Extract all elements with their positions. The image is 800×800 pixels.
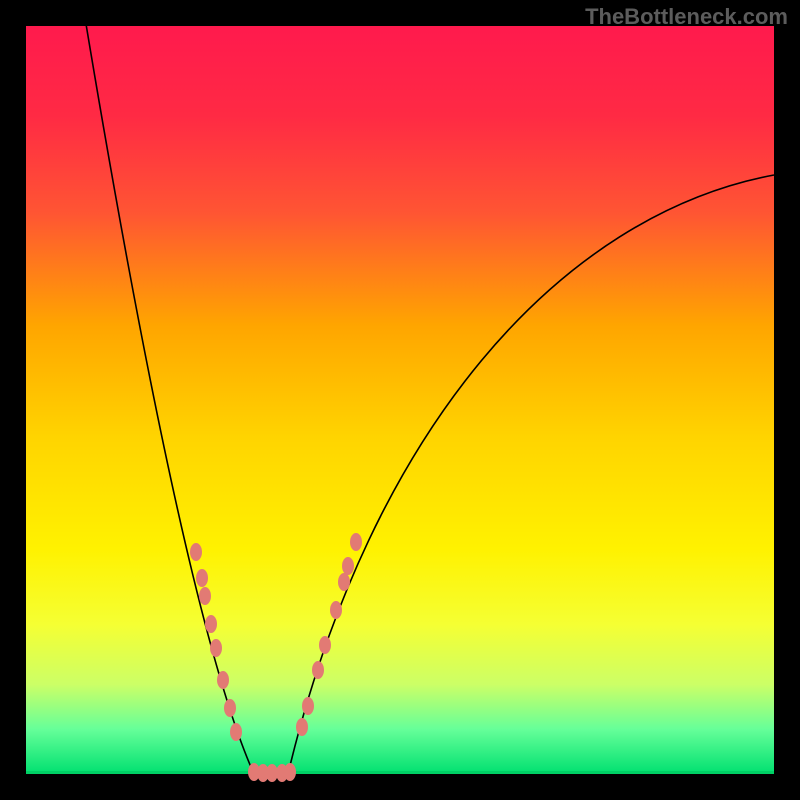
data-marker	[284, 763, 296, 781]
data-marker	[302, 697, 314, 715]
data-marker	[217, 671, 229, 689]
data-marker	[296, 718, 308, 736]
baseline-strip	[26, 771, 774, 774]
data-marker	[190, 543, 202, 561]
data-marker	[196, 569, 208, 587]
bottleneck-chart	[0, 0, 800, 800]
watermark-text: TheBottleneck.com	[585, 4, 788, 30]
gradient-background	[26, 26, 774, 774]
data-marker	[230, 723, 242, 741]
data-marker	[199, 587, 211, 605]
data-marker	[210, 639, 222, 657]
markers-bottom	[248, 763, 296, 782]
chart-container: TheBottleneck.com	[0, 0, 800, 800]
data-marker	[338, 573, 350, 591]
data-marker	[312, 661, 324, 679]
data-marker	[224, 699, 236, 717]
data-marker	[319, 636, 331, 654]
data-marker	[342, 557, 354, 575]
data-marker	[350, 533, 362, 551]
data-marker	[330, 601, 342, 619]
data-marker	[205, 615, 217, 633]
